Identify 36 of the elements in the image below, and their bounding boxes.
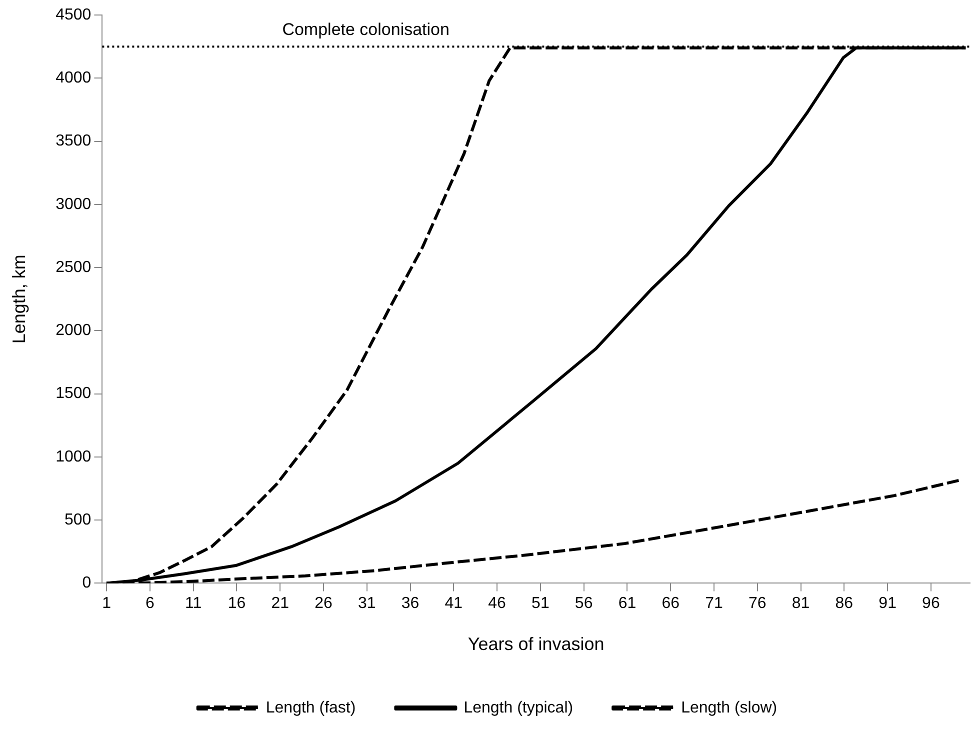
y-tick-label: 1500 bbox=[56, 385, 92, 402]
y-tick-label: 4000 bbox=[56, 70, 92, 87]
x-tick-label: 31 bbox=[358, 595, 376, 612]
x-tick-label: 36 bbox=[401, 595, 420, 612]
x-tick-label: 91 bbox=[878, 595, 897, 612]
y-tick-label: 4500 bbox=[56, 6, 92, 24]
y-tick-label: 3500 bbox=[56, 132, 92, 150]
x-tick-label: 16 bbox=[228, 595, 246, 612]
x-tick-label: 86 bbox=[835, 595, 854, 612]
y-axis-title: Length, km bbox=[8, 254, 29, 344]
x-tick-label: 6 bbox=[145, 595, 154, 612]
ref-line-label: Complete colonisation bbox=[282, 20, 450, 39]
x-axis-title: Years of invasion bbox=[468, 634, 604, 654]
x-tick-label: 51 bbox=[532, 595, 550, 612]
x-tick-label: 81 bbox=[792, 595, 810, 612]
legend-label: Length (fast) bbox=[266, 699, 356, 716]
x-tick-label: 1 bbox=[102, 595, 112, 612]
x-tick-label: 26 bbox=[314, 595, 332, 612]
y-tick-label: 1000 bbox=[56, 448, 92, 466]
x-tick-label: 11 bbox=[185, 595, 202, 612]
x-tick-label: 76 bbox=[748, 595, 766, 612]
y-tick-label: 500 bbox=[64, 511, 92, 528]
x-tick-label: 21 bbox=[271, 595, 290, 612]
x-tick-label: 46 bbox=[488, 595, 506, 612]
y-tick-label: 2500 bbox=[56, 258, 92, 276]
legend-label: Length (typical) bbox=[464, 699, 574, 716]
legend-label: Length (slow) bbox=[681, 699, 778, 716]
y-tick-label: 3000 bbox=[56, 196, 92, 213]
x-tick-label: 66 bbox=[662, 595, 680, 612]
y-tick-label: 0 bbox=[82, 574, 92, 592]
y-tick-label: 2000 bbox=[56, 322, 92, 340]
x-tick-label: 96 bbox=[922, 595, 940, 612]
x-tick-label: 71 bbox=[705, 595, 723, 612]
x-tick-label: 61 bbox=[618, 595, 636, 612]
x-tick-label: 41 bbox=[444, 595, 463, 612]
x-tick-label: 56 bbox=[574, 595, 593, 612]
